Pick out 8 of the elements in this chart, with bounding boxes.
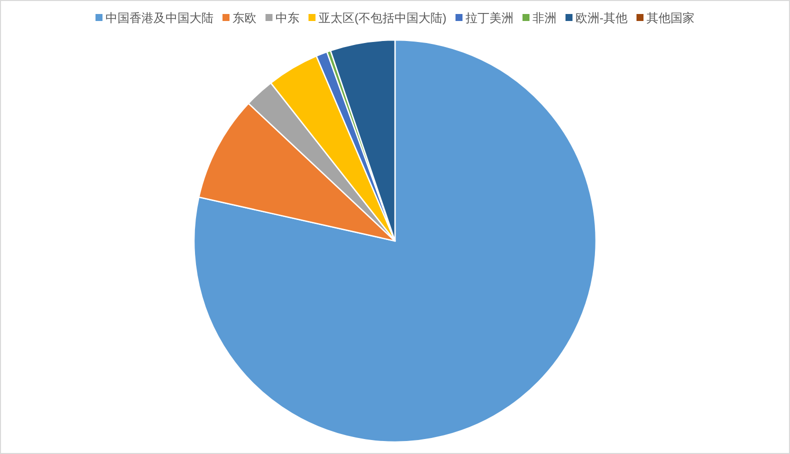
legend-label: 非洲 [532, 11, 556, 25]
legend-label: 亚太区(不包括中国大陆) [318, 11, 446, 25]
legend-label: 中东 [276, 11, 300, 25]
legend-label: 欧洲-其他 [576, 11, 628, 25]
legend-label: 中国香港及中国大陆 [106, 11, 214, 25]
legend-label: 东欧 [232, 11, 256, 25]
legend-label: 拉丁美洲 [466, 11, 514, 25]
legend-label: 其他国家 [646, 11, 694, 25]
